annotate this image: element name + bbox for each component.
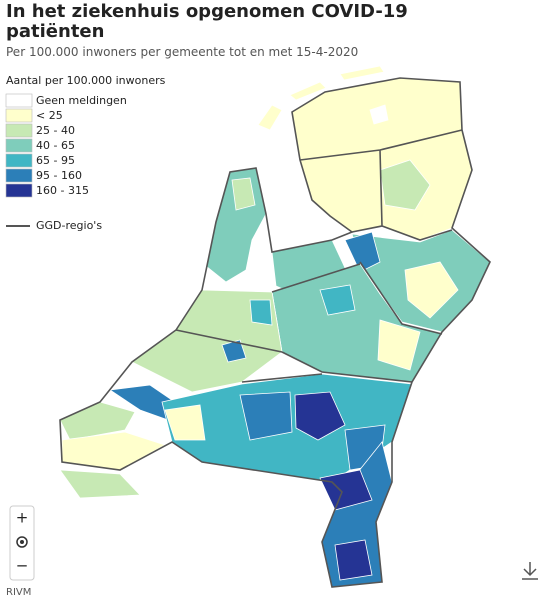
- legend-swatch: [5, 183, 33, 198]
- download-icon[interactable]: [522, 562, 538, 580]
- region: [319, 469, 373, 511]
- region: [404, 261, 459, 319]
- zoom-in[interactable]: +: [16, 509, 29, 527]
- ggd-border: [59, 77, 491, 588]
- legend-label: < 25: [36, 109, 63, 122]
- region: [257, 104, 283, 131]
- legend-label: 65 - 95: [36, 154, 75, 167]
- legend-label: 40 - 65: [36, 139, 75, 152]
- legend-swatch: [5, 168, 33, 183]
- zoom-out[interactable]: −: [16, 557, 29, 575]
- legend-label: 160 - 315: [36, 184, 89, 197]
- region: [59, 469, 141, 499]
- legend-title: Aantal per 100.000 inwoners: [6, 74, 166, 87]
- region: [249, 299, 273, 326]
- municipalities: [59, 65, 491, 588]
- legend-label: GGD-regio's: [36, 219, 102, 232]
- region: [164, 404, 206, 441]
- legend-label: 25 - 40: [36, 124, 75, 137]
- region: [344, 231, 381, 273]
- header: In het ziekenhuis opgenomen COVID-19 pat…: [6, 1, 426, 60]
- region: [231, 177, 256, 211]
- region: [239, 391, 293, 441]
- region: [339, 65, 385, 81]
- region: [334, 539, 373, 581]
- download-button[interactable]: [522, 562, 538, 580]
- legend: Aantal per 100.000 inwoners GGD-regio's …: [5, 74, 166, 232]
- zoom-controls: + −: [9, 505, 35, 581]
- region: [294, 391, 346, 441]
- legend-swatch: [5, 93, 33, 108]
- legend-label: Geen meldingen: [36, 94, 127, 107]
- legend-swatch: [5, 123, 33, 138]
- region: [379, 159, 431, 211]
- locate-dot: [20, 540, 24, 544]
- title: In het ziekenhuis opgenomen COVID-19 pat…: [6, 1, 408, 42]
- source: RIVM: [6, 587, 31, 598]
- legend-swatch: [5, 108, 33, 123]
- region: [319, 284, 356, 316]
- locate-button[interactable]: [16, 536, 28, 548]
- ggd-borders: [59, 77, 491, 588]
- region: [289, 81, 327, 101]
- region: [377, 319, 421, 371]
- legend-label: 95 - 160: [36, 169, 82, 182]
- subtitle: Per 100.000 inwoners per gemeente tot en…: [6, 45, 359, 59]
- region: [369, 104, 389, 125]
- legend-swatch: [5, 153, 33, 168]
- ggd-border: [175, 129, 463, 383]
- legend-swatch: [5, 138, 33, 153]
